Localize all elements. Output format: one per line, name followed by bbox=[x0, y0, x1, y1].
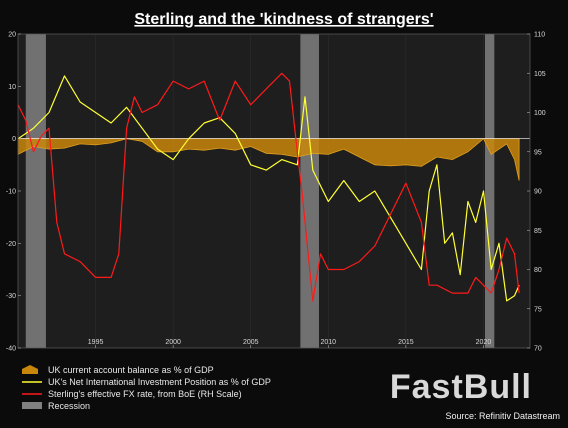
area-icon bbox=[22, 365, 38, 374]
brand-logo: FastBull bbox=[390, 368, 532, 406]
right-tick-label: 105 bbox=[534, 71, 546, 78]
recession-band bbox=[25, 34, 46, 348]
x-tick-label: 2000 bbox=[165, 339, 181, 346]
x-tick-label: 2010 bbox=[321, 339, 337, 346]
series-layer bbox=[17, 72, 530, 302]
legend-label: UK's Net International Investment Positi… bbox=[48, 377, 271, 387]
recession-layer bbox=[25, 34, 495, 348]
left-tick-label: -10 bbox=[6, 189, 16, 196]
right-tick-label: 100 bbox=[534, 110, 546, 117]
left-tick-label: -30 bbox=[6, 293, 16, 300]
legend-item-current-account: UK current account balance as % of GDP bbox=[22, 365, 214, 375]
x-tick-label: 2005 bbox=[243, 339, 259, 346]
series-fx bbox=[17, 72, 520, 302]
x-tick-label: 2020 bbox=[476, 339, 492, 346]
axis-layer: 20100-10-20-30-4011010510095908580757019… bbox=[6, 32, 546, 353]
left-tick-label: 0 bbox=[12, 136, 16, 143]
right-tick-label: 95 bbox=[534, 149, 542, 156]
series-niip bbox=[17, 75, 520, 302]
legend-label: Recession bbox=[48, 401, 90, 411]
right-tick-label: 80 bbox=[534, 267, 542, 274]
legend-item-fx: Sterling's effective FX rate, from BoE (… bbox=[22, 389, 242, 399]
left-tick-label: -20 bbox=[6, 241, 16, 248]
plot-area bbox=[18, 34, 530, 348]
legend-item-recession: Recession bbox=[22, 401, 90, 411]
x-tick-label: 2015 bbox=[398, 339, 414, 346]
left-tick-label: 10 bbox=[8, 84, 16, 91]
series-current-account bbox=[17, 138, 520, 181]
legend: UK current account balance as % of GDP U… bbox=[22, 365, 271, 411]
right-tick-label: 75 bbox=[534, 306, 542, 313]
source-note: Source: Refinitiv Datastream bbox=[445, 411, 560, 421]
right-tick-label: 70 bbox=[534, 346, 542, 353]
legend-label: Sterling's effective FX rate, from BoE (… bbox=[48, 389, 242, 399]
left-tick-label: 20 bbox=[8, 32, 16, 39]
right-tick-label: 85 bbox=[534, 228, 542, 235]
chart-title: Sterling and the 'kindness of strangers' bbox=[134, 11, 433, 28]
legend-label: UK current account balance as % of GDP bbox=[48, 365, 214, 375]
recession-band bbox=[300, 34, 319, 348]
box-icon bbox=[22, 402, 42, 409]
legend-item-niip: UK's Net International Investment Positi… bbox=[22, 377, 271, 387]
x-tick-label: 1995 bbox=[88, 339, 104, 346]
right-tick-label: 110 bbox=[534, 32, 545, 39]
left-tick-label: -40 bbox=[6, 346, 16, 353]
recession-band bbox=[485, 34, 495, 348]
right-tick-label: 90 bbox=[534, 189, 542, 196]
